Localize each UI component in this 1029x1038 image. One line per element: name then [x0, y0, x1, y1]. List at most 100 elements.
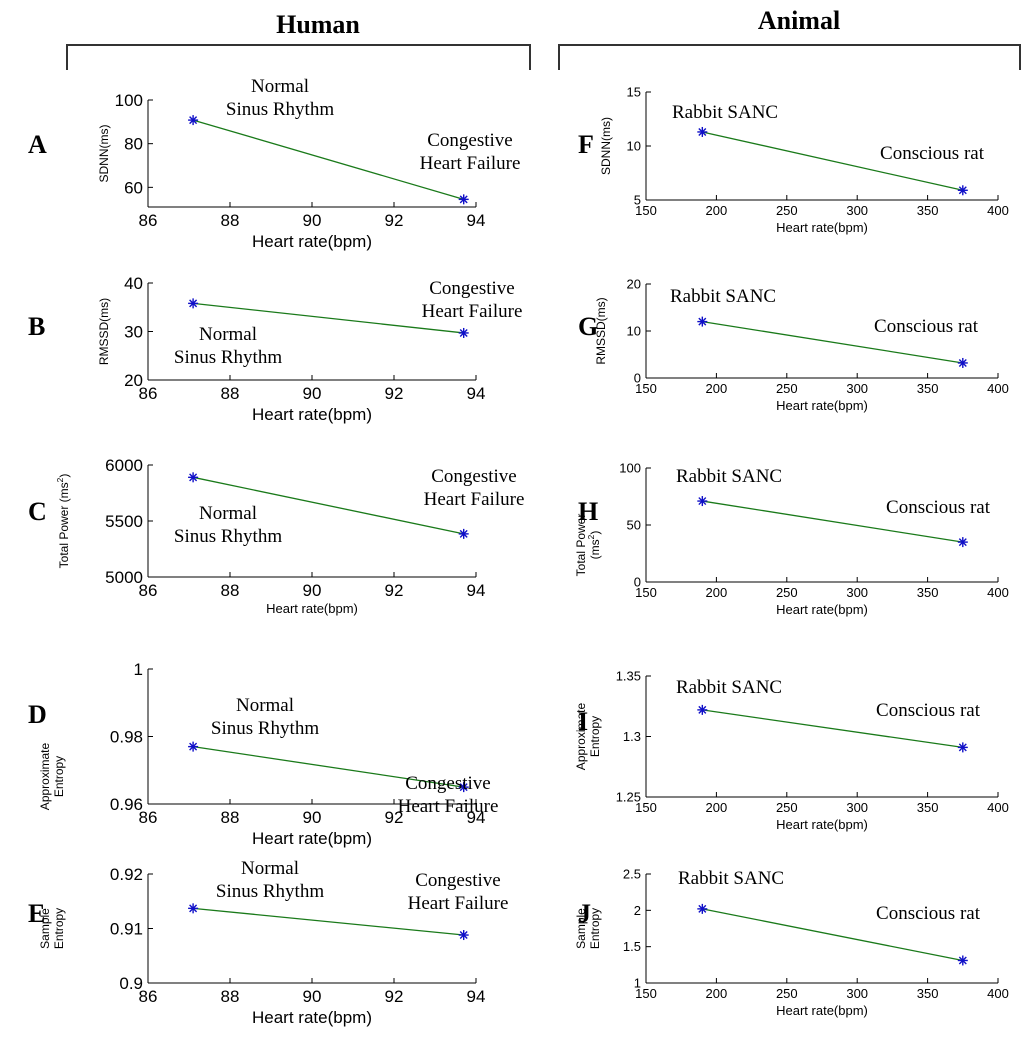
x-tick-label: 400	[987, 800, 1009, 815]
x-tick-label: 400	[987, 381, 1009, 396]
x-tick-label: 350	[917, 203, 939, 218]
y-axis-label: Total Power (ms2)	[55, 474, 71, 569]
annotation-label: Congestive Heart Failure	[424, 466, 525, 510]
panel-letter-a: A	[28, 130, 47, 159]
y-axis-label: ApproximateEntropy	[574, 702, 602, 770]
series-line	[702, 320, 963, 364]
y-tick-label: 0	[634, 371, 641, 386]
x-tick-label: 250	[776, 800, 798, 815]
x-axis-label: Heart rate(bpm)	[252, 829, 372, 848]
annotation-label: Conscious rat	[886, 497, 991, 518]
panel-i: 150 200 250 300 350 400 1.25 1.3 1.35 Heart rate(…	[574, 669, 1009, 832]
x-tick-label: 90	[303, 384, 322, 403]
annotation-label: Rabbit SANC	[676, 466, 782, 487]
human-bracket	[66, 44, 531, 70]
marker-stroke	[189, 299, 198, 308]
marker-stroke	[958, 743, 967, 752]
x-tick-label: 200	[706, 986, 728, 1001]
x-tick-label: 88	[221, 581, 240, 600]
y-tick-label: 15	[627, 85, 641, 100]
series-line	[192, 476, 464, 535]
panel-letter-g: G	[578, 312, 598, 341]
data-point-marker	[188, 298, 199, 309]
panel-letter-j: J	[578, 899, 591, 928]
x-tick-label: 88	[221, 987, 240, 1006]
annotation-label: Normal Sinus Rhythm	[211, 695, 319, 739]
x-tick-label: 250	[776, 585, 798, 600]
x-tick-label: 250	[776, 381, 798, 396]
marker-stroke	[698, 705, 707, 714]
x-tick-label: 88	[221, 808, 240, 827]
human-heading: Human	[276, 10, 360, 39]
annotation-label: Conscious rat	[880, 143, 985, 164]
x-tick-label: 88	[221, 211, 240, 230]
data-point-marker	[458, 930, 469, 941]
marker-stroke	[698, 904, 707, 913]
data-point-marker	[957, 357, 968, 368]
annotation-label: Rabbit SANC	[678, 868, 784, 889]
x-tick-label: 400	[987, 585, 1009, 600]
x-tick-label: 92	[385, 581, 404, 600]
x-tick-label: 94	[467, 581, 486, 600]
panel-letter-d: D	[28, 700, 47, 729]
y-tick-label: 30	[124, 322, 143, 341]
x-tick-label: 90	[303, 808, 322, 827]
x-axis-label: Heart rate(bpm)	[252, 1008, 372, 1027]
annotation-label: Rabbit SANC	[676, 677, 782, 698]
marker-stroke	[698, 127, 707, 136]
x-tick-label: 200	[706, 800, 728, 815]
animal-bracket	[558, 44, 1021, 70]
y-axis-label: RMSSD(ms)	[594, 297, 608, 364]
annotation-label: Congestive Heart Failure	[408, 870, 509, 914]
marker-stroke	[958, 186, 967, 195]
x-axis-label: Heart rate(bpm)	[776, 398, 868, 413]
data-point-marker	[458, 528, 469, 539]
y-tick-label: 6000	[105, 456, 143, 475]
y-tick-label: 1	[134, 660, 143, 679]
x-tick-label: 300	[846, 203, 868, 218]
x-tick-label: 150	[635, 203, 657, 218]
panel-letter-b: B	[28, 312, 45, 341]
plot-area	[148, 465, 476, 577]
x-tick-label: 86	[139, 581, 158, 600]
y-axis-label: SampleEntropy	[38, 908, 66, 949]
y-axis-label: SDNN(ms)	[599, 117, 613, 175]
x-tick-label: 300	[846, 986, 868, 1001]
y-tick-label: 1.25	[616, 790, 641, 805]
panel-letter-h: H	[578, 497, 598, 526]
data-point-marker	[458, 194, 469, 205]
x-tick-label: 94	[467, 384, 486, 403]
data-point-marker	[697, 126, 708, 137]
y-tick-label: 1	[634, 976, 641, 991]
panel-g: 150 200 250 300 350 400 0 10 20 Heart rate(bpm) RM…	[578, 277, 1009, 413]
x-tick-label: 92	[385, 987, 404, 1006]
y-tick-label: 80	[124, 135, 143, 154]
marker-stroke	[189, 116, 198, 125]
y-tick-label: 20	[627, 277, 641, 292]
x-tick-label: 350	[917, 381, 939, 396]
marker-stroke	[698, 497, 707, 506]
x-tick-label: 400	[987, 986, 1009, 1001]
x-axis-label: Heart rate(bpm)	[776, 817, 868, 832]
data-point-marker	[188, 741, 199, 752]
marker-stroke	[459, 783, 468, 792]
data-point-marker	[188, 472, 199, 483]
x-tick-label: 92	[385, 384, 404, 403]
panel-j: 150 200 250 300 350 400 1 1.5 2 2.5 Heart rate(bpm…	[574, 867, 1009, 1018]
x-tick-label: 150	[635, 585, 657, 600]
marker-stroke	[958, 358, 967, 367]
y-tick-label: 20	[124, 371, 143, 390]
x-tick-label: 350	[917, 800, 939, 815]
x-tick-label: 150	[635, 800, 657, 815]
panel-d: 86 88 90 92 94 0.96 0.98 1 Heart rate(bpm) Approx…	[28, 660, 498, 848]
data-point-marker	[957, 537, 968, 548]
x-tick-label: 86	[139, 211, 158, 230]
x-tick-label: 150	[635, 986, 657, 1001]
annotation-label: Conscious rat	[874, 316, 979, 337]
marker-stroke	[958, 538, 967, 547]
x-tick-label: 90	[303, 987, 322, 1006]
y-tick-label: 100	[115, 91, 143, 110]
annotation-label: Rabbit SANC	[672, 102, 778, 123]
marker-stroke	[189, 904, 198, 913]
series-line	[702, 500, 963, 543]
